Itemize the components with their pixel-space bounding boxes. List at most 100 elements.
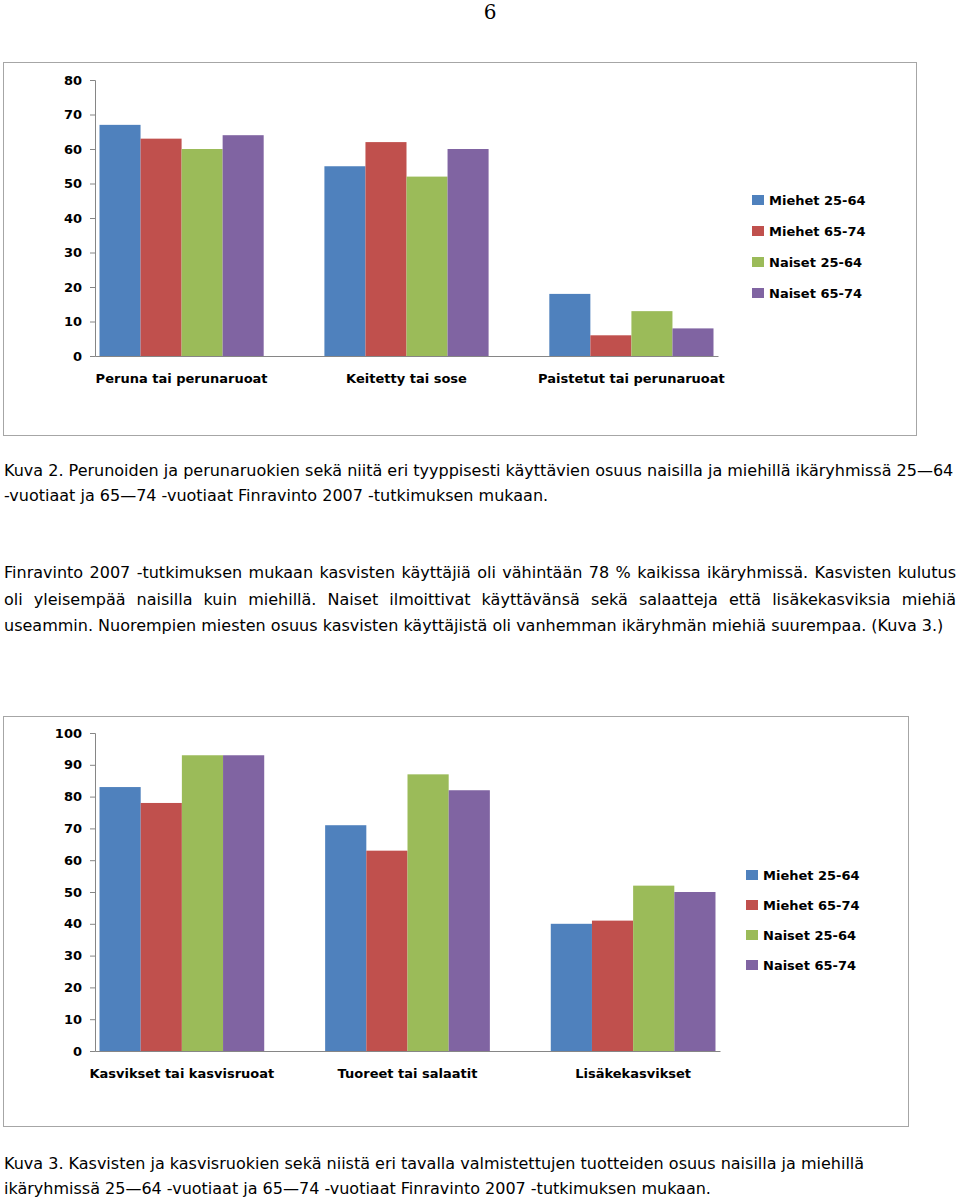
y-tick-label: 0 xyxy=(73,349,82,364)
figure-3-caption: Kuva 3. Kasvisten ja kasvisruokien sekä … xyxy=(4,1151,956,1201)
y-tick-mark xyxy=(90,322,95,323)
y-tick: 30 xyxy=(64,948,95,963)
bar xyxy=(223,135,264,356)
x-tick-label: Kasvikset tai kasvisruoat xyxy=(89,1066,274,1081)
y-tick-mark xyxy=(90,218,95,219)
y-axis-line xyxy=(90,734,96,1052)
y-tick-label: 40 xyxy=(64,916,82,931)
bar xyxy=(590,335,631,356)
bar xyxy=(182,149,223,356)
bar xyxy=(633,886,674,1051)
legend-swatch xyxy=(752,226,764,236)
y-tick: 40 xyxy=(64,916,95,931)
y-tick-label: 90 xyxy=(64,757,82,772)
x-axis: Peruna tai perunaruoat Keitetty tai sose P… xyxy=(96,356,725,386)
y-tick-mark xyxy=(90,356,95,357)
y-tick: 100 xyxy=(55,726,95,741)
y-tick-label: 60 xyxy=(64,142,82,157)
bar xyxy=(141,139,182,356)
y-tick-label: 10 xyxy=(64,1012,82,1027)
legend-swatch xyxy=(746,930,758,940)
y-tick-mark xyxy=(90,287,95,288)
paragraph: Finravinto 2007 -tutkimuksen mukaan kasv… xyxy=(4,560,956,640)
bars xyxy=(100,755,716,1051)
chart-frame xyxy=(4,717,909,1127)
bar-series xyxy=(141,139,632,356)
y-tick-label: 0 xyxy=(73,1044,82,1059)
y-tick: 60 xyxy=(64,142,95,157)
bar xyxy=(592,921,633,1051)
x-axis-line xyxy=(96,1051,721,1052)
x-tick: Keitetty tai sose xyxy=(346,356,467,386)
y-tick: 0 xyxy=(73,1044,95,1059)
bar-series xyxy=(182,755,674,1051)
y-tick-label: 70 xyxy=(64,107,82,122)
y-tick: 10 xyxy=(64,1012,95,1027)
y-tick-mark xyxy=(90,892,95,893)
page-number: 6 xyxy=(480,0,500,24)
bar xyxy=(549,294,590,356)
y-tick-mark xyxy=(90,828,95,829)
legend-swatch xyxy=(752,288,764,298)
bar xyxy=(141,803,182,1051)
bar xyxy=(366,851,407,1051)
legend: Miehet 25-64Miehet 65-74Naiset 25-64Nais… xyxy=(752,193,866,301)
x-tick-label: Peruna tai perunaruoat xyxy=(96,371,268,386)
y-tick-mark xyxy=(90,184,95,185)
y-tick-mark xyxy=(90,924,95,925)
bar xyxy=(99,125,140,356)
figure-2-caption: Kuva 2. Perunoiden ja perunaruokien sekä… xyxy=(4,458,956,508)
y-tick: 50 xyxy=(64,176,95,191)
legend-label: Miehet 65-74 xyxy=(769,224,866,239)
chart: 01020304050607080Peruna tai perunaruoatK… xyxy=(4,63,917,436)
x-axis-line xyxy=(96,356,719,357)
y-tick: 70 xyxy=(64,107,95,122)
y-tick-label: 20 xyxy=(64,980,82,995)
y-tick-label: 50 xyxy=(64,885,82,900)
bar xyxy=(631,311,672,356)
y-tick-mark xyxy=(90,765,95,766)
legend-swatch xyxy=(746,900,758,910)
y-tick: 50 xyxy=(64,885,95,900)
x-tick: Paistetut tai perunaruoat xyxy=(538,356,725,386)
y-tick-mark xyxy=(90,1051,95,1052)
legend-label: Miehet 65-74 xyxy=(763,898,860,913)
y-tick-mark xyxy=(90,80,95,81)
y-tick-mark xyxy=(90,797,95,798)
y-tick-label: 20 xyxy=(64,280,82,295)
legend-label: Naiset 65-74 xyxy=(763,958,856,973)
legend-swatch xyxy=(746,960,758,970)
bar xyxy=(324,166,365,356)
legend-label: Naiset 65-74 xyxy=(769,286,862,301)
bar xyxy=(100,787,141,1051)
y-tick: 20 xyxy=(64,280,95,295)
y-tick-mark xyxy=(90,1019,95,1020)
y-axis: 0 10 20 30 40 50 60 70 80 90 100 xyxy=(55,726,96,1059)
y-tick-label: 80 xyxy=(64,789,82,804)
bar xyxy=(365,142,406,356)
y-tick-mark xyxy=(90,253,95,254)
x-tick: Peruna tai perunaruoat xyxy=(96,356,268,386)
legend-swatch xyxy=(752,257,764,267)
y-axis-line xyxy=(90,81,96,357)
legend-label: Miehet 25-64 xyxy=(763,868,860,883)
y-tick: 70 xyxy=(64,821,95,836)
bar xyxy=(674,892,715,1051)
x-tick-label: Paistetut tai perunaruoat xyxy=(538,371,725,386)
chart: 0 10 20 30 40 50 60 70 80 90 100 Kasvikset tai kasv… xyxy=(4,717,909,1127)
legend-label: Naiset 25-64 xyxy=(763,928,856,943)
bar xyxy=(407,177,448,356)
y-tick-mark xyxy=(90,956,95,957)
legend-swatch xyxy=(752,195,764,205)
y-tick: 90 xyxy=(64,757,95,772)
bar xyxy=(448,149,489,356)
y-tick-label: 10 xyxy=(64,314,82,329)
y-tick: 0 xyxy=(73,349,95,364)
bar xyxy=(449,790,490,1051)
y-tick: 60 xyxy=(64,853,95,868)
x-tick-label: Lisäkekasvikset xyxy=(575,1066,691,1081)
y-axis: 01020304050607080 xyxy=(64,73,96,364)
bar-series xyxy=(100,787,592,1051)
y-tick: 40 xyxy=(64,211,95,226)
y-tick-label: 60 xyxy=(64,853,82,868)
